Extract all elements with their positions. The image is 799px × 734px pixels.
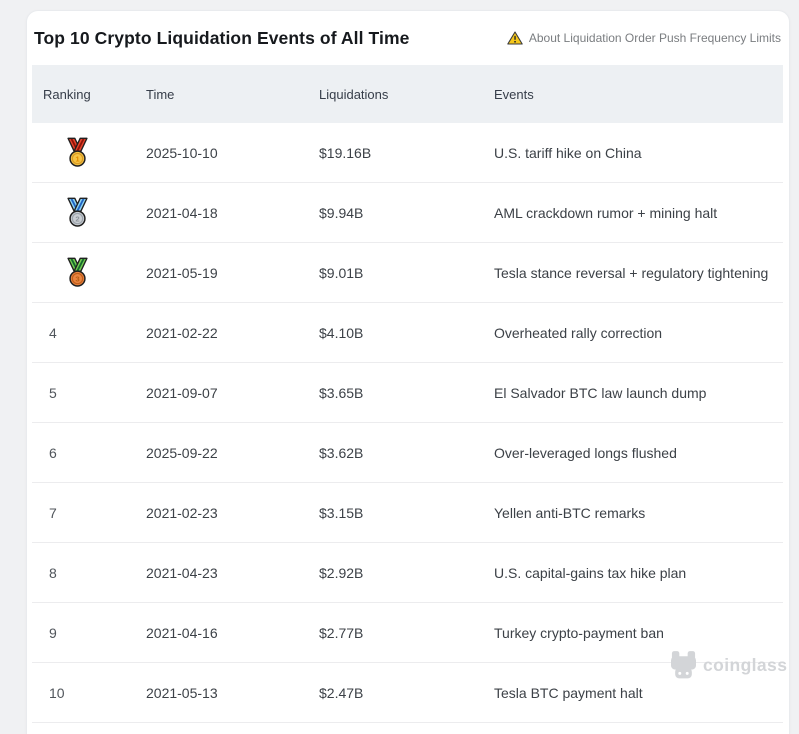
ranking-value: 9 xyxy=(49,624,57,641)
liquidations-cell: $2.92B xyxy=(319,564,364,581)
liquidations-cell: $9.94B xyxy=(319,204,364,221)
liquidations-cell: $3.65B xyxy=(319,384,364,401)
ranking-value: 7 xyxy=(49,504,57,521)
ranking-cell: 6 xyxy=(32,445,135,461)
table-row: 6 2025-09-22 $3.62B Over-leveraged longs… xyxy=(32,423,783,483)
event-cell: AML crackdown rumor + mining halt xyxy=(494,204,718,221)
column-header-liquidations: Liquidations xyxy=(319,86,389,102)
time-cell: 2025-10-10 xyxy=(146,144,218,161)
ranking-cell: 9 xyxy=(32,625,135,641)
table-body: 1 2025-10-10 $19.16B U.S. tariff hike on… xyxy=(32,123,783,723)
table-row: 8 2021-04-23 $2.92B U.S. capital-gains t… xyxy=(32,543,783,603)
liquidations-cell: $3.15B xyxy=(319,504,364,521)
event-cell: Yellen anti-BTC remarks xyxy=(494,504,646,521)
ranking-cell: 1 xyxy=(32,137,135,168)
ranking-cell: 5 xyxy=(32,385,135,401)
warning-icon xyxy=(507,31,523,45)
medal-icon-silver: 2 xyxy=(67,197,88,227)
table-row: 5 2021-09-07 $3.65B El Salvador BTC law … xyxy=(32,363,783,423)
ranking-cell: 3 xyxy=(32,257,135,288)
column-header-events: Events xyxy=(494,86,534,102)
time-cell: 2021-02-23 xyxy=(146,504,218,521)
time-cell: 2021-04-18 xyxy=(146,204,218,221)
event-cell: Over-leveraged longs flushed xyxy=(494,444,677,461)
time-cell: 2025-09-22 xyxy=(146,444,218,461)
page-title: Top 10 Crypto Liquidation Events of All … xyxy=(34,27,410,48)
time-cell: 2021-09-07 xyxy=(146,384,218,401)
column-header-ranking: Ranking xyxy=(43,86,91,102)
time-cell: 2021-02-22 xyxy=(146,324,218,341)
ranking-value: 10 xyxy=(49,684,65,701)
svg-text:1: 1 xyxy=(75,154,80,163)
event-cell: U.S. capital-gains tax hike plan xyxy=(494,564,687,581)
event-cell: Tesla BTC payment halt xyxy=(494,684,643,701)
table-header-row: Ranking Time Liquidations Events xyxy=(32,65,783,123)
event-cell: Tesla stance reversal + regulatory tight… xyxy=(494,264,769,281)
svg-text:2: 2 xyxy=(75,214,79,223)
table-row: 9 2021-04-16 $2.77B Turkey crypto-paymen… xyxy=(32,603,783,663)
time-cell: 2021-05-19 xyxy=(146,264,218,281)
time-cell: 2021-04-16 xyxy=(146,624,218,641)
table-row: 10 2021-05-13 $2.47B Tesla BTC payment h… xyxy=(32,663,783,723)
medal-icon-gold: 1 xyxy=(67,137,88,167)
liquidations-cell: $2.47B xyxy=(319,684,364,701)
time-cell: 2021-04-23 xyxy=(146,564,218,581)
table-row: 3 2021-05-19 $9.01B Tesla stance reversa… xyxy=(32,243,783,303)
liquidations-cell: $9.01B xyxy=(319,264,364,281)
liquidations-cell: $19.16B xyxy=(319,144,372,161)
ranking-cell: 7 xyxy=(32,505,135,521)
liquidations-cell: $4.10B xyxy=(319,324,364,341)
svg-text:3: 3 xyxy=(75,274,80,283)
ranking-cell: 10 xyxy=(32,685,135,701)
ranking-value: 5 xyxy=(49,384,57,401)
about-limits-link[interactable]: About Liquidation Order Push Frequency L… xyxy=(507,31,781,45)
ranking-value: 8 xyxy=(49,564,57,581)
ranking-cell: 4 xyxy=(32,325,135,341)
liquidations-cell: $2.77B xyxy=(319,624,364,641)
column-header-time: Time xyxy=(146,86,175,102)
table-row: 1 2025-10-10 $19.16B U.S. tariff hike on… xyxy=(32,123,783,183)
table-row: 2 2021-04-18 $9.94B AML crackdown rumor … xyxy=(32,183,783,243)
card-header: Top 10 Crypto Liquidation Events of All … xyxy=(27,11,789,65)
event-cell: Overheated rally correction xyxy=(494,324,663,341)
ranking-value: 6 xyxy=(49,444,57,461)
ranking-cell: 2 xyxy=(32,197,135,228)
event-cell: El Salvador BTC law launch dump xyxy=(494,384,707,401)
liquidations-cell: $3.62B xyxy=(319,444,364,461)
table-row: 4 2021-02-22 $4.10B Overheated rally cor… xyxy=(32,303,783,363)
medal-icon-bronze: 3 xyxy=(67,257,88,287)
about-limits-label: About Liquidation Order Push Frequency L… xyxy=(528,31,781,45)
liquidation-events-card: Top 10 Crypto Liquidation Events of All … xyxy=(26,10,790,734)
liquidation-table: Ranking Time Liquidations Events 1 2025-… xyxy=(32,65,783,723)
ranking-cell: 8 xyxy=(32,565,135,581)
table-row: 7 2021-02-23 $3.15B Yellen anti-BTC rema… xyxy=(32,483,783,543)
ranking-value: 4 xyxy=(49,324,57,341)
event-cell: U.S. tariff hike on China xyxy=(494,144,642,161)
time-cell: 2021-05-13 xyxy=(146,684,218,701)
event-cell: Turkey crypto-payment ban xyxy=(494,624,664,641)
